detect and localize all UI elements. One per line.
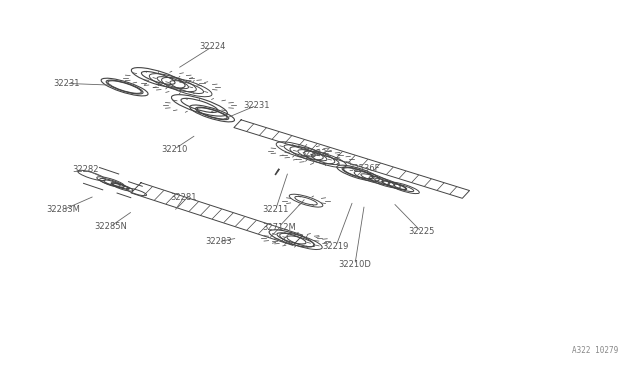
Text: A322 10279: A322 10279 [572,346,618,355]
Text: 32231: 32231 [53,79,79,88]
Text: 32536F: 32536F [349,164,380,173]
Text: 32231: 32231 [243,101,270,110]
Text: 32223: 32223 [300,149,327,158]
Text: 32281: 32281 [170,193,197,202]
Text: 32283M: 32283M [46,205,80,214]
Text: 32219: 32219 [323,242,349,251]
Text: 32225: 32225 [408,227,435,236]
Text: 32210D: 32210D [339,260,371,269]
Text: 32224: 32224 [199,42,225,51]
Text: 32282: 32282 [72,165,99,174]
Text: 32210: 32210 [161,145,188,154]
Text: 32712M: 32712M [262,222,296,231]
Text: 32283: 32283 [205,237,232,246]
Text: 32211: 32211 [262,205,289,214]
Text: 32285N: 32285N [94,222,127,231]
